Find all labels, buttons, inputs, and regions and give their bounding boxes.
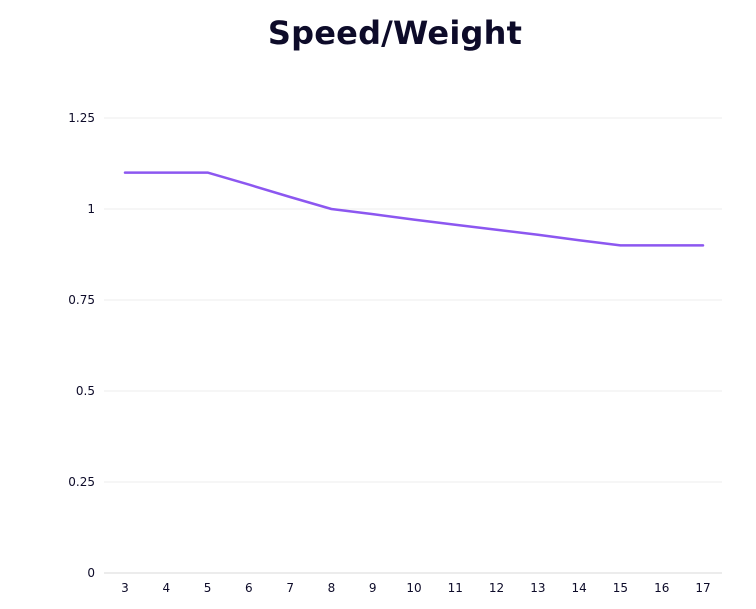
gridlines bbox=[104, 117, 722, 574]
series-line bbox=[123, 171, 705, 247]
x-tick-label: 16 bbox=[654, 581, 669, 595]
y-tick-label: 0.75 bbox=[68, 293, 95, 307]
y-tick-label: 0 bbox=[87, 566, 95, 580]
x-tick-label: 11 bbox=[448, 581, 463, 595]
series-layer bbox=[123, 171, 705, 247]
y-tick-label: 1.25 bbox=[68, 111, 95, 125]
x-tick-label: 4 bbox=[162, 581, 170, 595]
x-tick-label: 6 bbox=[245, 581, 253, 595]
chart-title: Speed/Weight bbox=[267, 14, 523, 52]
y-tick-label: 0.25 bbox=[68, 475, 95, 489]
x-tick-label: 5 bbox=[204, 581, 212, 595]
x-tick-label: 15 bbox=[613, 581, 628, 595]
x-tick-label: 9 bbox=[369, 581, 377, 595]
x-tick-label: 12 bbox=[489, 581, 504, 595]
y-tick-label: 1 bbox=[87, 202, 95, 216]
x-axis-ticks: 3 4 5 6 7 8 9 10 11 12 13 14 15 16 17 bbox=[121, 581, 710, 595]
x-tick-label: 10 bbox=[406, 581, 421, 595]
x-tick-label: 8 bbox=[328, 581, 336, 595]
x-tick-label: 17 bbox=[695, 581, 710, 595]
y-axis-ticks: 0 0.25 0.5 0.75 1 1.25 bbox=[68, 111, 95, 580]
x-tick-label: 14 bbox=[572, 581, 587, 595]
x-tick-label: 13 bbox=[530, 581, 545, 595]
x-tick-label: 3 bbox=[121, 581, 129, 595]
y-tick-label: 0.5 bbox=[76, 384, 95, 398]
x-tick-label: 7 bbox=[286, 581, 294, 595]
